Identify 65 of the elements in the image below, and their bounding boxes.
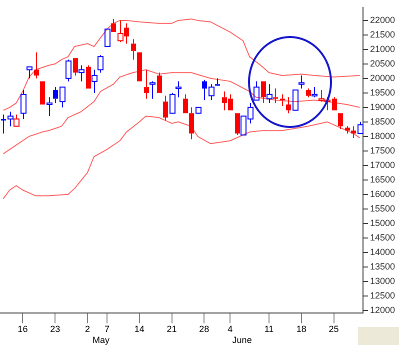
candlestick xyxy=(34,52,39,79)
y-tick-label: 14000 xyxy=(370,246,396,257)
candlestick xyxy=(150,80,156,100)
candlestick xyxy=(261,81,266,104)
y-tick-label: 13000 xyxy=(370,276,396,286)
y-tick-label: 16000 xyxy=(370,188,396,199)
y-tick-label: 17000 xyxy=(370,160,396,170)
candlestick xyxy=(351,126,356,138)
y-tick-label: 20000 xyxy=(370,72,396,83)
x-tick-label: 7 xyxy=(104,324,110,334)
y-tick-label: 14500 xyxy=(370,232,396,242)
x-tick-label: 11 xyxy=(264,324,274,334)
candlestick xyxy=(144,69,149,100)
candlestick xyxy=(176,80,182,98)
y-tick-label: 20500 xyxy=(370,58,396,68)
candlestick xyxy=(280,94,285,106)
candlestick xyxy=(20,90,26,120)
candlestick xyxy=(189,106,194,140)
x-tick-label: 4 xyxy=(228,324,233,334)
x-tick-label: 14 xyxy=(134,324,144,334)
x-tick-label: 28 xyxy=(199,324,210,334)
candlestick xyxy=(273,88,278,104)
y-tick-label: 15500 xyxy=(370,203,396,214)
candlestick xyxy=(46,96,52,117)
candlestick xyxy=(298,75,304,90)
y-tick-label: 12500 xyxy=(370,290,396,300)
candlestick xyxy=(78,64,84,82)
y-tick-label: 17500 xyxy=(370,145,396,156)
candlestick xyxy=(338,113,343,130)
text: June xyxy=(232,334,252,345)
y-tick-label: 13500 xyxy=(370,261,396,272)
y-tick-label: 19000 xyxy=(370,102,396,112)
y-tick-label: 15000 xyxy=(370,218,396,228)
y-tick-label: 18500 xyxy=(370,116,396,126)
x-tick-label: 25 xyxy=(328,324,339,334)
candlestick xyxy=(26,66,32,79)
candlestick xyxy=(92,69,98,94)
candlestick xyxy=(14,114,20,127)
candlestick xyxy=(345,126,350,134)
y-tick-label: 18000 xyxy=(370,130,396,141)
y-tick-label: 16500 xyxy=(370,174,396,184)
x-tick-label: 2 xyxy=(84,324,90,334)
y-tick-label: 21500 xyxy=(370,29,396,40)
candlestick xyxy=(235,113,240,136)
candlestick xyxy=(306,88,311,98)
text: May xyxy=(92,334,110,345)
candlestick xyxy=(73,58,78,76)
candlestick xyxy=(131,38,136,60)
candlestick xyxy=(111,18,116,32)
candlestick xyxy=(163,95,168,121)
y-tick-label: 21000 xyxy=(370,44,396,54)
y-tick-label: 12000 xyxy=(370,304,396,315)
x-tick-label: 16 xyxy=(18,324,28,334)
candlestick xyxy=(215,78,220,86)
y-tick-label: 19500 xyxy=(370,87,396,98)
y-tick-label: 22000 xyxy=(370,14,396,25)
candlestick xyxy=(286,96,291,114)
candlestick xyxy=(183,94,188,114)
candlestick xyxy=(86,64,91,89)
candlestick xyxy=(266,84,272,104)
x-tick-label: 18 xyxy=(296,324,306,334)
x-tick-label: 23 xyxy=(50,324,60,334)
candlestick xyxy=(157,72,162,93)
x-tick-label: 21 xyxy=(166,324,177,334)
candlestick xyxy=(312,86,318,98)
